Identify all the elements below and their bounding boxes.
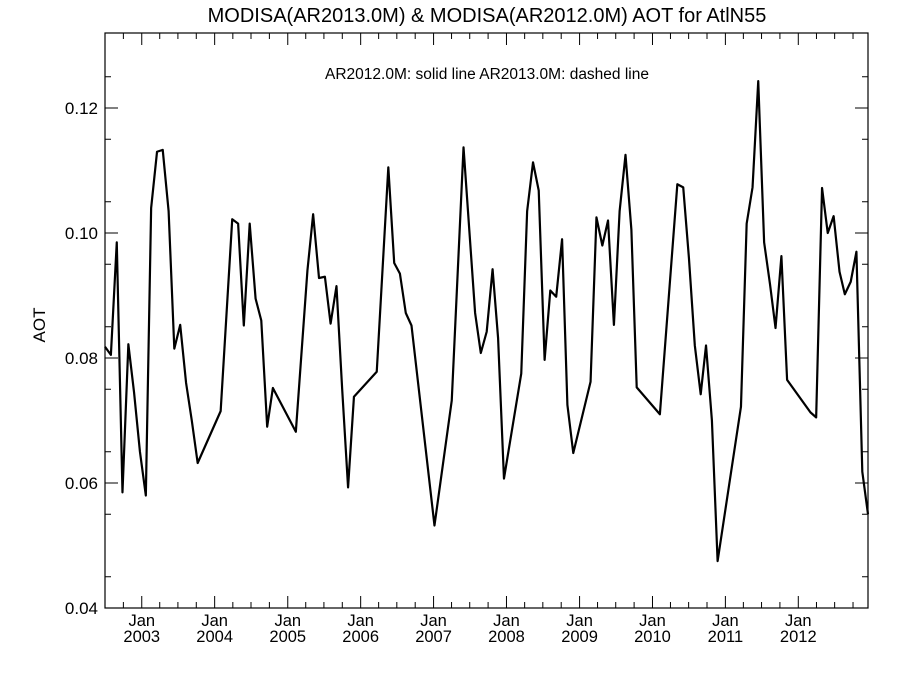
plot-frame [104,32,869,609]
x-tick-month-label: Jan [712,612,739,630]
y-axis-label: AOT [30,308,49,343]
chart-subtitle: AR2012.0M: solid line AR2013.0M: dashed … [325,66,649,83]
x-tick-month-label: Jan [128,612,155,630]
x-tick-year-label: 2007 [415,628,452,646]
x-tick-month-label: Jan [274,612,301,630]
x-tick-year-label: 2010 [634,628,671,646]
x-tick-year-label: 2004 [196,628,233,646]
x-tick-month-label: Jan [420,612,447,630]
x-tick-year-label: 2008 [488,628,525,646]
y-tick-label: 0.06 [65,474,98,493]
x-tick-year-label: 2006 [342,628,379,646]
y-tick-label: 0.04 [65,599,98,618]
chart-title: MODISA(AR2013.0M) & MODISA(AR2012.0M) AO… [208,5,767,27]
x-tick-year-label: 2012 [780,628,817,646]
x-axis-ticks: Jan2003Jan2004Jan2005Jan2006Jan2007Jan20… [122,33,854,646]
x-tick-month-label: Jan [493,612,520,630]
x-tick-year-label: 2005 [269,628,306,646]
y-tick-label: 0.08 [65,349,98,368]
y-tick-label: 0.12 [65,99,98,118]
series-layer [104,80,870,563]
x-tick-year-label: 2011 [708,628,743,646]
x-tick-month-label: Jan [785,612,812,630]
series-line-0 [104,80,870,563]
x-tick-month-label: Jan [347,612,374,630]
y-tick-label: 0.10 [65,224,98,243]
x-tick-month-label: Jan [201,612,228,630]
x-tick-year-label: 2003 [123,628,160,646]
x-tick-year-label: 2009 [561,628,598,646]
y-axis-ticks: 0.04 0.06 0.08 0.10 0.12 [65,76,868,618]
x-tick-month-label: Jan [639,612,666,630]
x-tick-month-label: Jan [566,612,593,630]
